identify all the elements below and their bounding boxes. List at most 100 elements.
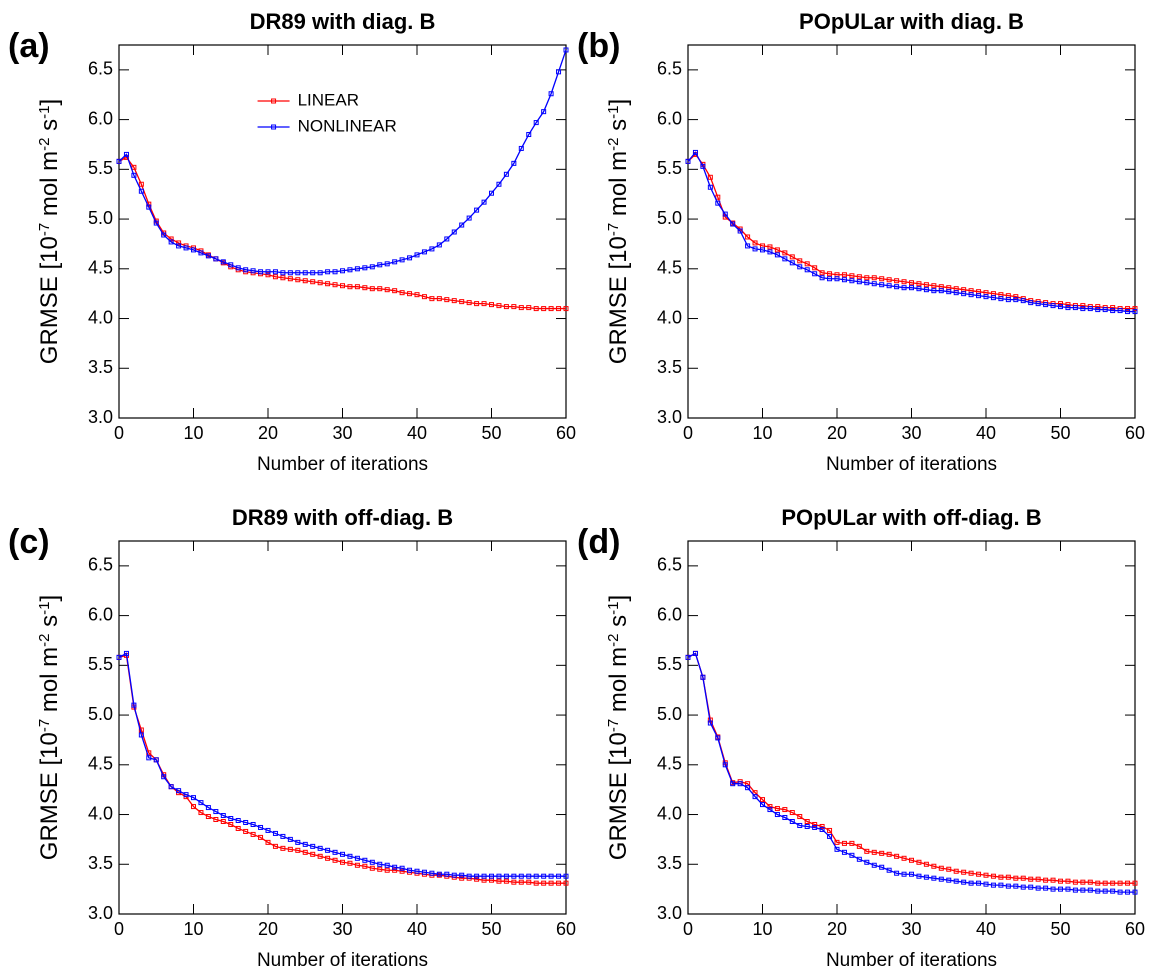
point-marker	[243, 828, 249, 834]
point-marker	[901, 285, 907, 291]
point-marker	[541, 880, 547, 886]
y-axis-label-part: GRMSE [10	[605, 732, 632, 860]
x-tick-label: 40	[407, 919, 427, 939]
point-marker	[841, 840, 847, 846]
point-marker	[287, 836, 293, 842]
point-marker	[827, 833, 833, 839]
legend-label: LINEAR	[298, 90, 359, 109]
point-marker	[931, 863, 937, 869]
point-marker	[332, 269, 338, 275]
point-marker	[849, 273, 855, 279]
point-marker	[399, 865, 405, 871]
point-marker	[1125, 306, 1131, 312]
y-tick-label: 3.0	[88, 407, 113, 427]
point-marker	[541, 109, 547, 115]
point-marker	[377, 286, 383, 292]
point-marker	[503, 873, 509, 879]
point-marker	[399, 290, 405, 296]
point-marker	[707, 174, 713, 180]
y-axis-label-part: -7	[36, 719, 53, 732]
point-marker	[191, 804, 196, 810]
point-marker	[317, 853, 323, 859]
point-marker	[451, 872, 457, 878]
point-marker	[332, 849, 338, 855]
legend-marker	[271, 98, 277, 104]
point-marker	[220, 818, 226, 824]
point-marker	[707, 720, 713, 726]
x-tick-label: 0	[683, 919, 693, 939]
point-marker	[1095, 880, 1101, 886]
point-marker	[1102, 888, 1108, 894]
point-marker	[295, 847, 301, 853]
point-marker	[541, 306, 547, 312]
point-marker	[1065, 302, 1071, 308]
y-tick-label: 5.5	[657, 158, 682, 178]
y-tick-label: 4.0	[88, 307, 113, 327]
point-marker	[354, 284, 360, 290]
point-marker	[272, 830, 278, 836]
point-marker	[414, 252, 420, 258]
point-marker	[362, 863, 368, 869]
point-marker	[332, 282, 338, 288]
point-marker	[347, 853, 353, 859]
panel: (a) DR89 with diag. B 3.0 3.5 4.0 4.5 5.0 5.5 6.…	[8, 9, 576, 475]
y-axis-label-part: -2	[36, 633, 53, 646]
point-marker	[146, 755, 152, 761]
point-marker	[317, 280, 323, 286]
point-marker	[1028, 876, 1034, 882]
y-axis-label-part: mol m	[605, 647, 632, 719]
y-tick-label: 4.0	[88, 803, 113, 823]
point-marker	[444, 871, 450, 877]
point-marker	[1102, 307, 1108, 313]
plot-frame	[687, 540, 1136, 915]
point-marker	[946, 877, 952, 883]
point-marker	[774, 252, 780, 258]
point-marker	[886, 283, 892, 289]
point-marker	[511, 160, 517, 166]
point-marker	[1087, 887, 1093, 893]
point-marker	[459, 875, 465, 881]
series-line	[687, 652, 1135, 893]
point-marker	[827, 276, 833, 282]
y-tick-label: 6.0	[657, 604, 682, 624]
chart-title: DR89 with off-diag. B	[232, 505, 453, 530]
y-axis-label-part: s	[605, 615, 632, 634]
x-tick-label: 60	[556, 423, 576, 443]
point-marker	[827, 827, 833, 833]
point-marker	[871, 275, 877, 281]
point-marker	[894, 870, 900, 876]
point-marker	[302, 278, 308, 284]
point-marker	[745, 785, 751, 791]
point-marker	[767, 244, 773, 250]
point-marker	[990, 873, 996, 879]
point-marker	[737, 228, 743, 234]
point-marker	[354, 862, 360, 868]
point-marker	[213, 817, 219, 823]
point-marker	[1013, 875, 1019, 881]
point-marker	[310, 843, 316, 849]
point-marker	[909, 857, 914, 863]
point-marker	[894, 284, 900, 290]
point-marker	[834, 839, 840, 845]
point-marker	[916, 281, 922, 287]
point-marker	[183, 245, 189, 251]
y-axis-label-part: mol m	[36, 151, 63, 223]
point-marker	[474, 301, 480, 307]
point-marker	[168, 239, 174, 245]
x-tick-label: 40	[976, 423, 996, 443]
y-axis-label: GRMSE [10-7 mol m-2 s-1]	[36, 595, 64, 860]
y-tick-label: 3.0	[657, 903, 682, 923]
y-axis-label-part: -1	[36, 105, 53, 118]
point-marker	[250, 821, 256, 827]
point-marker	[856, 843, 862, 849]
point-marker	[834, 846, 840, 852]
point-marker	[421, 249, 427, 255]
point-marker	[399, 257, 405, 263]
point-marker	[1005, 297, 1011, 303]
point-marker	[436, 242, 442, 248]
point-marker	[243, 819, 249, 825]
point-marker	[265, 827, 271, 833]
point-marker	[916, 859, 922, 865]
